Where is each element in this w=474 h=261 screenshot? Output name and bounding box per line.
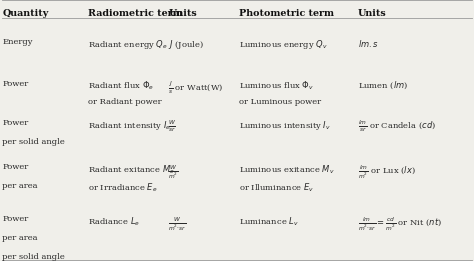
Text: $\frac{W}{sr}$: $\frac{W}{sr}$: [168, 119, 176, 134]
Text: Luminous exitance $M_v$: Luminous exitance $M_v$: [239, 163, 335, 176]
Text: per solid angle: per solid angle: [2, 138, 65, 146]
Text: Luminous energy $Q_v$: Luminous energy $Q_v$: [239, 38, 328, 51]
Text: per area: per area: [2, 234, 38, 242]
Text: Units: Units: [168, 9, 197, 18]
Text: or Radiant power: or Radiant power: [88, 98, 161, 106]
Text: per area: per area: [2, 182, 38, 190]
Text: Radiant flux $\Phi_e$: Radiant flux $\Phi_e$: [88, 80, 154, 92]
Text: Power: Power: [2, 215, 28, 223]
Text: Power: Power: [2, 119, 28, 127]
Text: Energy: Energy: [2, 38, 33, 46]
Text: Radiant intensity $I_e$: Radiant intensity $I_e$: [88, 119, 171, 132]
Text: $\frac{lm}{sr}$ or Candela ($cd$): $\frac{lm}{sr}$ or Candela ($cd$): [358, 119, 436, 134]
Text: or Illuminance $E_v$: or Illuminance $E_v$: [239, 182, 315, 194]
Text: Luminance $L_v$: Luminance $L_v$: [239, 215, 299, 228]
Text: Units: Units: [358, 9, 387, 18]
Text: $\frac{W}{m^2}$: $\frac{W}{m^2}$: [168, 163, 179, 181]
Text: Radiance $L_e$: Radiance $L_e$: [88, 215, 140, 228]
Text: Radiant energy $Q_e$: Radiant energy $Q_e$: [88, 38, 167, 51]
Text: Luminous flux $\Phi_v$: Luminous flux $\Phi_v$: [239, 80, 315, 92]
Text: per solid angle: per solid angle: [2, 253, 65, 261]
Text: Quantity: Quantity: [2, 9, 49, 18]
Text: or Irradiance $E_e$: or Irradiance $E_e$: [88, 182, 157, 194]
Text: $lm.s$: $lm.s$: [358, 38, 379, 49]
Text: $\frac{J}{s}$ or Watt(W): $\frac{J}{s}$ or Watt(W): [168, 80, 224, 96]
Text: Power: Power: [2, 80, 28, 88]
Text: $\frac{lm}{m^2{\cdot}sr} = \frac{cd}{m^2}$ or Nit ($nt$): $\frac{lm}{m^2{\cdot}sr} = \frac{cd}{m^2…: [358, 215, 442, 233]
Text: or Luminous power: or Luminous power: [239, 98, 321, 106]
Text: Luminous intensity $I_v$: Luminous intensity $I_v$: [239, 119, 331, 132]
Text: $\frac{W}{m^2{\cdot}sr}$: $\frac{W}{m^2{\cdot}sr}$: [168, 215, 187, 233]
Text: Photometric term: Photometric term: [239, 9, 334, 18]
Text: Radiometric term: Radiometric term: [88, 9, 182, 18]
Text: Lumen ($lm$): Lumen ($lm$): [358, 80, 408, 91]
Text: $J$ (Joule): $J$ (Joule): [168, 38, 204, 51]
Text: Radiant exitance $M_e$: Radiant exitance $M_e$: [88, 163, 174, 176]
Text: Power: Power: [2, 163, 28, 171]
Text: $\frac{lm}{m^2}$ or Lux ($lx$): $\frac{lm}{m^2}$ or Lux ($lx$): [358, 163, 416, 181]
